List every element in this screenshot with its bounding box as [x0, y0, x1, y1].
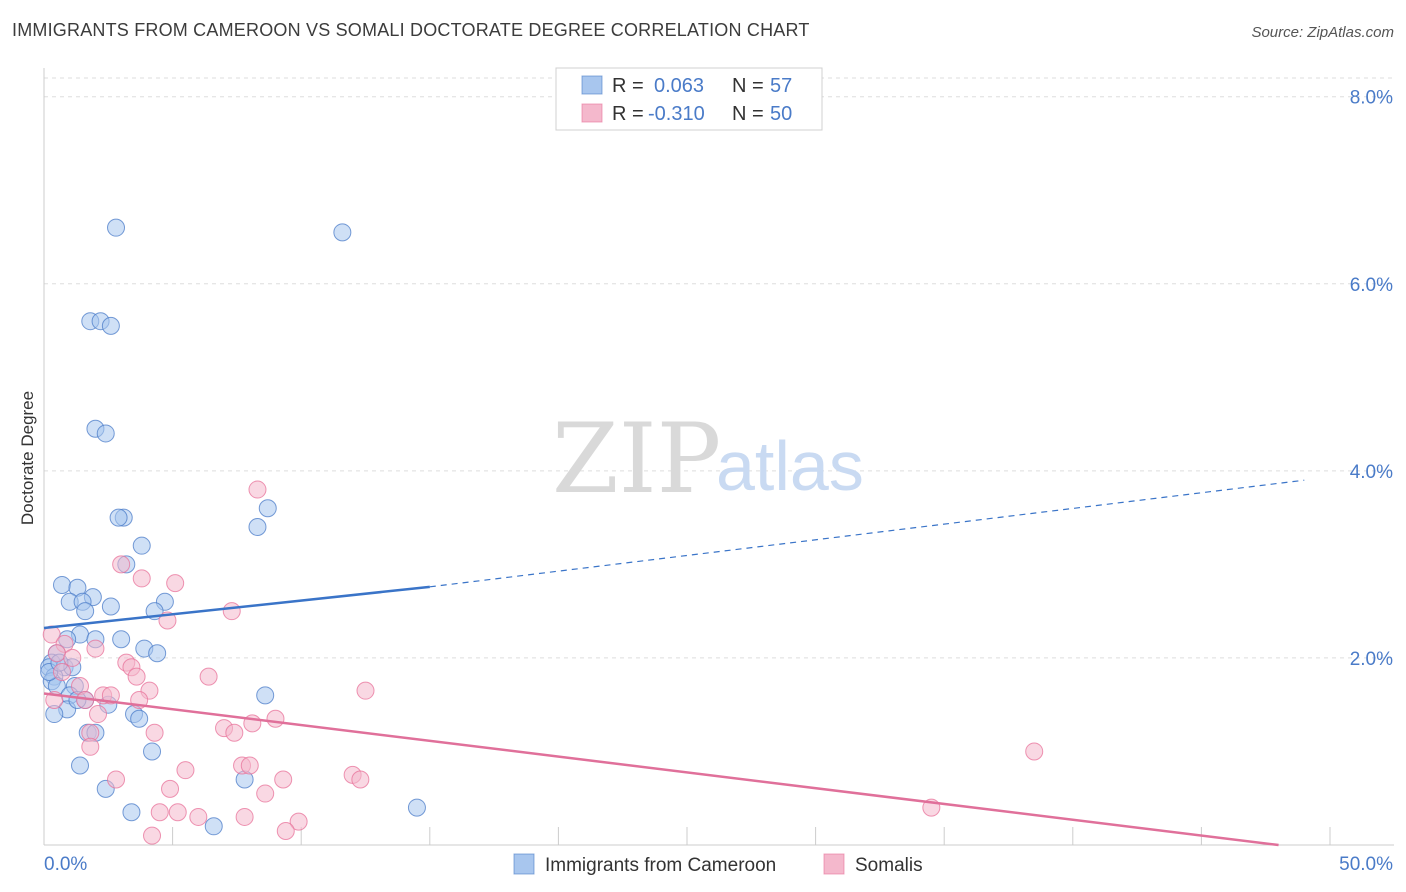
point-cameroon-53	[204, 817, 223, 836]
x-tick-labels: 0.0% 50.0%	[44, 854, 1393, 875]
point-cameroon-13	[53, 575, 72, 594]
point-somalis-42	[150, 803, 169, 822]
point-cameroon-1	[333, 223, 352, 242]
point-somalis-46	[289, 812, 308, 831]
point-somalis-3	[166, 574, 185, 593]
point-somalis-36	[107, 770, 126, 789]
point-somalis-10	[63, 648, 82, 667]
point-cameroon-0	[107, 218, 126, 237]
watermark-zip: ZIP	[552, 403, 721, 515]
chart-title: IMMIGRANTS FROM CAMEROON VS SOMALI DOCTO…	[12, 20, 810, 40]
point-somalis-40	[256, 784, 275, 803]
trend-lines	[43, 479, 1305, 847]
point-cameroon-47	[143, 742, 162, 761]
y-tick-label-3: 8.0%	[1350, 88, 1393, 109]
point-cameroon-9	[109, 508, 128, 527]
point-somalis-43	[168, 803, 187, 822]
axes	[43, 68, 1394, 846]
data-points	[40, 218, 1044, 845]
watermark-atlas: atlas	[716, 427, 864, 505]
point-somalis-9	[47, 644, 66, 663]
legend-swatch-somalis	[581, 103, 603, 123]
point-somalis-14	[127, 667, 146, 686]
trend-line-cameroon-projection	[429, 479, 1305, 588]
point-cameroon-11	[132, 536, 151, 555]
point-cameroon-52	[122, 803, 141, 822]
point-somalis-45	[235, 807, 254, 826]
series-label-cameroon: Immigrants from Cameroon	[545, 855, 776, 876]
point-somalis-34	[176, 761, 195, 780]
point-somalis-39	[161, 779, 180, 798]
point-somalis-38	[351, 770, 370, 789]
legend-r-value-cameroon: 0.063	[654, 75, 704, 97]
point-somalis-24	[266, 709, 285, 728]
point-cameroon-10	[248, 517, 267, 536]
legend-r-value-somalis: -0.310	[648, 103, 705, 125]
y-tick-label-0: 2.0%	[1350, 649, 1393, 670]
point-somalis-2	[132, 569, 151, 588]
point-somalis-15	[199, 667, 218, 686]
point-cameroon-39	[256, 686, 275, 705]
legend-r-label-somalis: R =	[612, 103, 644, 125]
legend-n-value-somalis: 50	[770, 103, 792, 125]
source-label: Source: ZipAtlas.com	[1251, 24, 1394, 41]
legend-swatch-cameroon	[581, 75, 603, 95]
point-cameroon-18	[101, 597, 120, 616]
series-legend: Immigrants from Cameroon Somalis	[513, 853, 923, 876]
y-tick-labels: 2.0% 4.0% 6.0% 8.0%	[1350, 88, 1393, 670]
y-tick-label-2: 6.0%	[1350, 275, 1393, 296]
point-somalis-28	[145, 723, 164, 742]
point-somalis-37	[274, 770, 293, 789]
point-cameroon-24	[112, 630, 131, 649]
gridlines	[44, 77, 1394, 659]
point-somalis-1	[112, 555, 131, 574]
point-somalis-18	[356, 681, 375, 700]
point-somalis-8	[86, 639, 105, 658]
y-tick-label-1: 4.0%	[1350, 462, 1393, 483]
point-cameroon-51	[407, 798, 426, 817]
point-somalis-4	[222, 602, 241, 621]
point-cameroon-6	[96, 424, 115, 443]
legend-n-value-cameroon: 57	[770, 75, 792, 97]
point-somalis-47	[276, 821, 295, 840]
series-label-somalis: Somalis	[855, 855, 923, 876]
series-swatch-cameroon	[513, 853, 535, 875]
point-somalis-23	[89, 705, 108, 724]
trend-line-cameroon	[43, 585, 430, 630]
legend-n-label-cameroon: N =	[732, 75, 764, 97]
point-cameroon-48	[71, 756, 90, 775]
point-somalis-31	[1025, 742, 1044, 761]
y-axis-label: Doctorate Degree	[18, 391, 37, 525]
point-somalis-48	[143, 826, 162, 845]
trend-line-somalis	[43, 692, 1279, 847]
point-cameroon-27	[148, 644, 167, 663]
x-tick-label-0: 0.0%	[44, 854, 87, 875]
point-cameroon-44	[130, 709, 149, 728]
legend-n-label-somalis: N =	[732, 103, 764, 125]
series-swatch-somalis	[823, 853, 845, 875]
correlation-legend: R = 0.063 N = 57 R = -0.310 N = 50	[555, 67, 823, 131]
x-tick-label-1: 50.0%	[1339, 854, 1393, 875]
point-cameroon-7	[258, 499, 277, 518]
point-somalis-30	[81, 737, 100, 756]
point-somalis-44	[189, 807, 208, 826]
legend-r-label-cameroon: R =	[612, 75, 644, 97]
point-somalis-33	[240, 756, 259, 775]
point-cameroon-4	[101, 316, 120, 335]
point-somalis-27	[225, 723, 244, 742]
point-cameroon-19	[76, 602, 95, 621]
watermark: ZIP atlas	[552, 403, 864, 515]
point-somalis-13	[53, 662, 72, 681]
point-somalis-0	[248, 480, 267, 499]
point-somalis-20	[101, 686, 120, 705]
